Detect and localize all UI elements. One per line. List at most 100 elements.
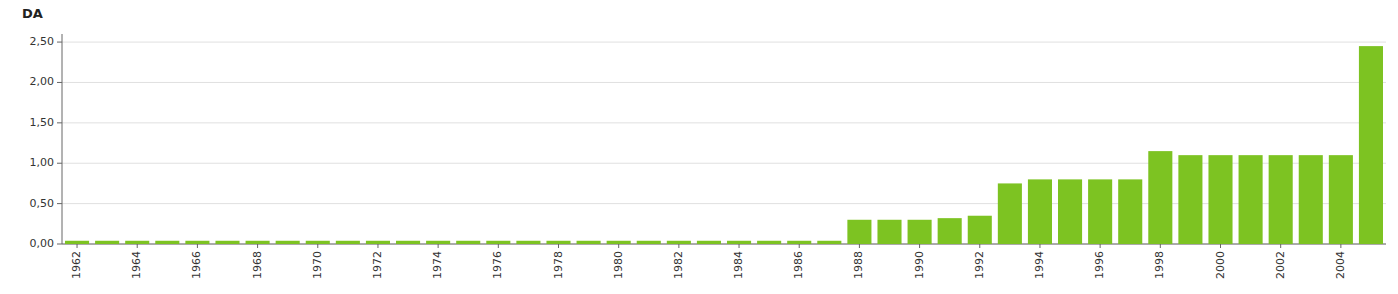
grid-line bbox=[62, 122, 1386, 123]
x-tick-label: 1976 bbox=[491, 251, 504, 279]
bar bbox=[185, 241, 209, 244]
bar bbox=[1239, 155, 1263, 244]
bar bbox=[998, 183, 1022, 244]
bar bbox=[276, 241, 300, 244]
chart: 0,000,501,001,502,002,501962196419661968… bbox=[0, 0, 1398, 294]
bar bbox=[155, 241, 179, 244]
x-tick bbox=[498, 244, 499, 248]
y-tick-label: 2,00 bbox=[30, 75, 55, 88]
x-tick bbox=[678, 244, 679, 248]
x-tick-label: 2004 bbox=[1334, 251, 1347, 279]
bar bbox=[1359, 46, 1383, 244]
x-tick bbox=[438, 244, 439, 248]
x-tick-label: 1986 bbox=[792, 251, 805, 279]
x-tick bbox=[859, 244, 860, 248]
y-tick-label: 1,00 bbox=[30, 156, 55, 169]
x-tick bbox=[799, 244, 800, 248]
bar bbox=[65, 241, 89, 244]
y-tick bbox=[57, 122, 62, 123]
grid-line bbox=[62, 82, 1386, 83]
x-tick-label: 1994 bbox=[1033, 251, 1046, 279]
x-tick-label: 1974 bbox=[431, 251, 444, 279]
bar bbox=[546, 241, 570, 244]
y-axis-line bbox=[62, 34, 63, 244]
x-tick-label: 1992 bbox=[973, 251, 986, 279]
x-tick bbox=[919, 244, 920, 248]
x-tick bbox=[1160, 244, 1161, 248]
x-tick-label: 1970 bbox=[311, 251, 324, 279]
bar bbox=[516, 241, 540, 244]
y-tick-label: 0,50 bbox=[30, 197, 55, 210]
x-tick bbox=[1280, 244, 1281, 248]
x-tick-label: 1962 bbox=[70, 251, 83, 279]
bar bbox=[607, 241, 631, 244]
axes: 0,000,501,001,502,002,501962196419661968… bbox=[30, 34, 1387, 279]
y-tick bbox=[57, 163, 62, 164]
x-tick-label: 1988 bbox=[852, 251, 865, 279]
x-tick bbox=[1100, 244, 1101, 248]
x-tick bbox=[1039, 244, 1040, 248]
bar bbox=[215, 241, 239, 244]
bar bbox=[697, 241, 721, 244]
y-tick-label: 2,50 bbox=[30, 35, 55, 48]
bar bbox=[1178, 155, 1202, 244]
x-tick-label: 1982 bbox=[672, 251, 685, 279]
x-tick bbox=[558, 244, 559, 248]
bar bbox=[426, 241, 450, 244]
bar bbox=[366, 241, 390, 244]
x-tick bbox=[317, 244, 318, 248]
bar bbox=[757, 241, 781, 244]
x-tick-label: 1978 bbox=[552, 251, 565, 279]
bar bbox=[306, 241, 330, 244]
y-tick-label: 0,00 bbox=[30, 237, 55, 250]
x-tick-label: 1966 bbox=[190, 251, 203, 279]
bar bbox=[95, 241, 119, 244]
bar bbox=[1329, 155, 1353, 244]
bar bbox=[938, 218, 962, 244]
x-tick-label: 2002 bbox=[1274, 251, 1287, 279]
bar bbox=[817, 241, 841, 244]
y-tick-label: 1,50 bbox=[30, 116, 55, 129]
bar bbox=[968, 216, 992, 244]
bar bbox=[1088, 179, 1112, 244]
y-tick bbox=[57, 82, 62, 83]
x-tick bbox=[77, 244, 78, 248]
bar bbox=[847, 220, 871, 244]
x-tick bbox=[1340, 244, 1341, 248]
bar bbox=[1208, 155, 1232, 244]
bar bbox=[456, 241, 480, 244]
x-tick bbox=[197, 244, 198, 248]
bar bbox=[908, 220, 932, 244]
x-tick-label: 1996 bbox=[1093, 251, 1106, 279]
y-tick bbox=[57, 203, 62, 204]
y-axis-label: DA bbox=[22, 6, 43, 21]
bar bbox=[577, 241, 601, 244]
bar bbox=[1058, 179, 1082, 244]
x-tick bbox=[137, 244, 138, 248]
x-tick bbox=[257, 244, 258, 248]
bar bbox=[1028, 179, 1052, 244]
x-tick-label: 1972 bbox=[371, 251, 384, 279]
bar bbox=[1148, 151, 1172, 244]
bar bbox=[246, 241, 270, 244]
x-tick bbox=[618, 244, 619, 248]
bar bbox=[486, 241, 510, 244]
bar bbox=[396, 241, 420, 244]
bar bbox=[787, 241, 811, 244]
x-tick-label: 1964 bbox=[130, 251, 143, 279]
x-tick-label: 1990 bbox=[913, 251, 926, 279]
x-tick-label: 1998 bbox=[1153, 251, 1166, 279]
y-tick bbox=[57, 42, 62, 43]
x-tick-label: 2000 bbox=[1214, 251, 1227, 279]
bar bbox=[336, 241, 360, 244]
x-tick bbox=[1220, 244, 1221, 248]
x-tick-label: 1984 bbox=[732, 251, 745, 279]
x-tick bbox=[979, 244, 980, 248]
bar bbox=[727, 241, 751, 244]
x-tick bbox=[377, 244, 378, 248]
grid-line bbox=[62, 42, 1386, 43]
bar bbox=[1269, 155, 1293, 244]
y-tick bbox=[57, 244, 62, 245]
grid bbox=[62, 42, 1386, 244]
bar bbox=[1299, 155, 1323, 244]
